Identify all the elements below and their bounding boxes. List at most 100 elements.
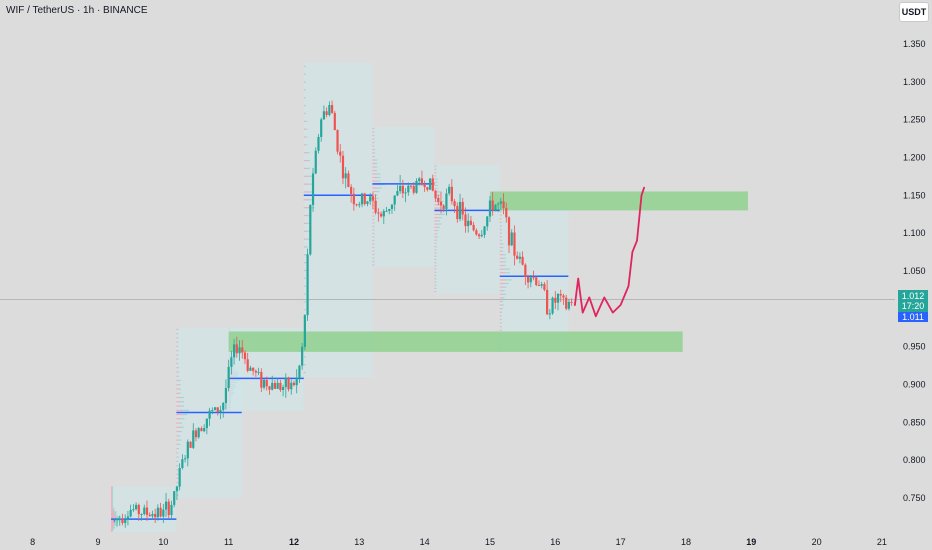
profile-bar-sell bbox=[434, 168, 436, 171]
profile-bar-buy bbox=[112, 505, 114, 507]
profile-bar-buy bbox=[435, 258, 437, 261]
profile-bar-buy bbox=[501, 300, 504, 303]
profile-bar-sell bbox=[176, 405, 181, 407]
profile-bar-buy bbox=[114, 511, 117, 513]
candle-body bbox=[186, 441, 189, 459]
profile-bar-sell bbox=[303, 230, 308, 232]
y-tick-label: 0.750 bbox=[903, 493, 926, 503]
profile-bar-sell bbox=[372, 155, 374, 158]
profile-bar-sell bbox=[111, 510, 113, 512]
profile-bar-buy bbox=[112, 529, 114, 531]
candle-body bbox=[442, 205, 445, 209]
profile-bar-sell bbox=[499, 264, 504, 267]
profile-bar-buy bbox=[502, 290, 505, 292]
profile-bar-buy bbox=[112, 491, 114, 494]
profile-bar-buy bbox=[373, 152, 376, 154]
x-tick-label: 20 bbox=[812, 537, 822, 547]
candle-body bbox=[524, 264, 527, 277]
profile-bar-sell bbox=[434, 278, 436, 280]
last-price-tag: 1.012 17:20 bbox=[898, 290, 928, 313]
profile-bar-sell bbox=[111, 511, 115, 513]
candle-body bbox=[159, 507, 162, 517]
profile-bar-sell bbox=[303, 214, 309, 217]
profile-bar-buy bbox=[178, 384, 181, 386]
candle-body bbox=[260, 371, 263, 388]
x-tick-label: 11 bbox=[224, 537, 233, 547]
profile-bar-sell bbox=[499, 311, 502, 313]
profile-bar-sell bbox=[303, 262, 306, 264]
profile-bar-sell bbox=[303, 144, 306, 146]
candle-body bbox=[281, 387, 285, 390]
profile-bar-sell bbox=[434, 207, 440, 209]
profile-bar-sell bbox=[372, 176, 377, 179]
candle-body bbox=[170, 504, 173, 516]
profile-bar-buy bbox=[304, 364, 306, 366]
profile-bar-sell bbox=[372, 173, 377, 175]
profile-bar-buy bbox=[112, 489, 114, 491]
profile-bar-buy bbox=[113, 524, 116, 526]
candle-body bbox=[309, 204, 312, 255]
last-price-value: 1.012 bbox=[901, 291, 925, 301]
profile-bar-buy bbox=[177, 452, 179, 454]
candle-body bbox=[330, 105, 334, 113]
currency-button[interactable]: USDT bbox=[899, 2, 929, 22]
profile-bar-buy bbox=[435, 255, 437, 257]
profile-bar-sell bbox=[499, 268, 506, 270]
volume-profile-box bbox=[303, 62, 373, 377]
profile-bar-buy bbox=[178, 379, 181, 382]
profile-bar-buy bbox=[437, 226, 440, 228]
profile-bar-buy bbox=[177, 494, 179, 497]
candle-body bbox=[265, 379, 268, 387]
profile-bar-buy bbox=[309, 183, 314, 185]
profile-bar-buy bbox=[435, 172, 437, 174]
profile-bar-buy bbox=[179, 439, 182, 441]
candle-body bbox=[121, 518, 124, 524]
profile-bar-buy bbox=[112, 504, 114, 506]
profile-bar-sell bbox=[434, 226, 438, 228]
candle-body bbox=[287, 377, 290, 390]
profile-bar-sell bbox=[499, 318, 501, 321]
profile-bar-buy bbox=[112, 499, 114, 501]
profile-bar-buy bbox=[500, 228, 502, 231]
candle-body bbox=[565, 297, 568, 309]
candle-body bbox=[298, 365, 301, 379]
profile-bar-sell bbox=[499, 221, 501, 223]
profile-bar-buy bbox=[112, 494, 114, 496]
profile-bar-sell bbox=[303, 364, 305, 366]
profile-bar-buy bbox=[503, 264, 506, 267]
profile-bar-buy bbox=[304, 301, 306, 303]
candle-body bbox=[502, 201, 505, 209]
profile-bar-sell bbox=[499, 257, 504, 259]
profile-bar-sell bbox=[434, 252, 436, 254]
profile-bar-sell bbox=[303, 199, 309, 201]
candle-body bbox=[540, 284, 543, 286]
profile-bar-sell bbox=[111, 512, 115, 514]
candle-body bbox=[393, 195, 396, 205]
candle-body bbox=[151, 513, 154, 517]
candle-body bbox=[135, 504, 138, 510]
candle-body bbox=[445, 193, 448, 209]
candle-body bbox=[129, 509, 132, 517]
profile-bar-sell bbox=[434, 223, 439, 225]
candle-body bbox=[132, 509, 135, 511]
profile-bar-buy bbox=[500, 211, 502, 213]
profile-bar-buy bbox=[180, 396, 185, 399]
profile-bar-sell bbox=[303, 309, 305, 311]
profile-bar-sell bbox=[176, 409, 184, 411]
profile-bar-sell bbox=[372, 187, 378, 189]
profile-bar-sell bbox=[372, 148, 374, 151]
profile-bar-sell bbox=[303, 356, 305, 358]
profile-bar-sell bbox=[176, 477, 178, 479]
profile-bar-sell bbox=[111, 498, 113, 500]
profile-bar-sell bbox=[372, 131, 374, 133]
profile-bar-buy bbox=[112, 487, 114, 489]
profile-bar-sell bbox=[303, 207, 310, 209]
candle-body bbox=[369, 196, 372, 202]
profile-bar-buy bbox=[304, 97, 306, 99]
candle-body bbox=[483, 226, 486, 235]
profile-bar-sell bbox=[499, 243, 502, 245]
profile-bar-sell bbox=[499, 304, 503, 306]
profile-bar-sell bbox=[372, 229, 374, 231]
profile-bar-buy bbox=[116, 516, 121, 519]
